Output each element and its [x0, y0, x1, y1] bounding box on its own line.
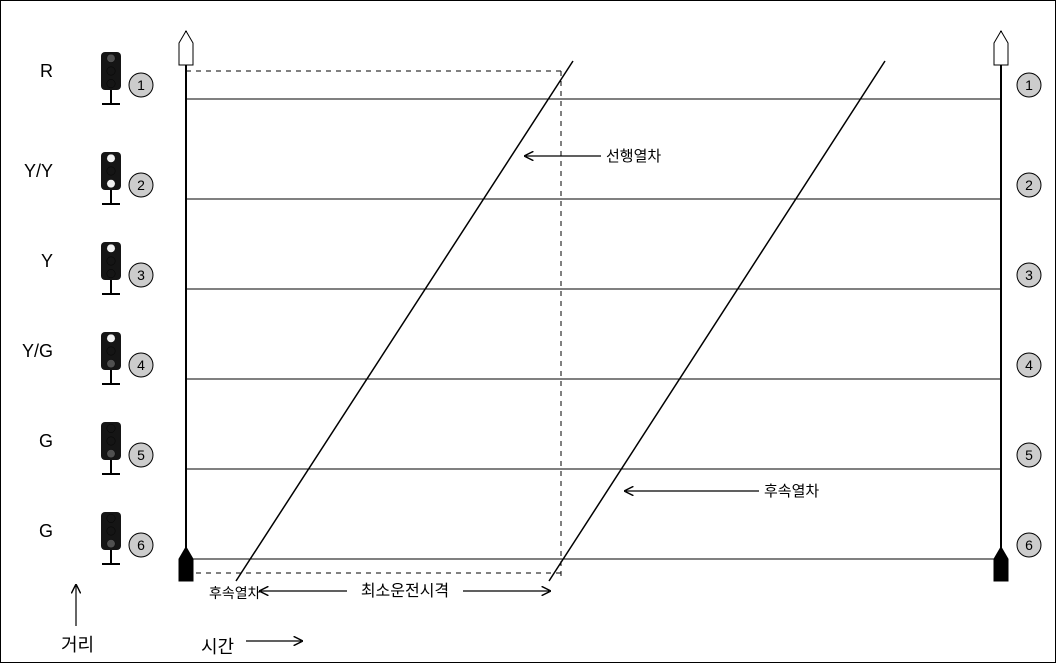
- signal-lamp: [107, 54, 115, 62]
- block-number: 5: [137, 447, 145, 463]
- block-number-right: 3: [1025, 267, 1033, 283]
- signal-lamp: [107, 334, 115, 342]
- leading-train-label: 선행열차: [606, 148, 661, 165]
- signal-lamp: [107, 79, 115, 87]
- bottom-train-label: 후속열차: [209, 583, 261, 603]
- signal-lamp: [107, 67, 115, 75]
- signal-aspect-label: G: [39, 431, 53, 451]
- signal-lamp: [107, 257, 115, 265]
- signal-aspect-label: R: [40, 61, 53, 81]
- signal-lamp: [107, 449, 115, 457]
- signal-lamp: [107, 347, 115, 355]
- train-headway-diagram: 선행열차후속열차최소운전시격R1Y/Y2Y3Y/G4G5G6123456 거리 …: [0, 0, 1056, 663]
- block-number: 2: [137, 177, 145, 193]
- signal-lamp: [107, 167, 115, 175]
- signal-lamp: [107, 179, 115, 187]
- block-number-right: 1: [1025, 77, 1033, 93]
- leading-train-path: [236, 61, 573, 581]
- signal-lamp: [107, 539, 115, 547]
- train-marker: [179, 31, 193, 65]
- block-number-right: 6: [1025, 537, 1033, 553]
- headway-label: 최소운전시격: [361, 582, 449, 600]
- signal-lamp: [107, 244, 115, 252]
- signal-lamp: [107, 437, 115, 445]
- block-number-right: 2: [1025, 177, 1033, 193]
- signal-lamp: [107, 527, 115, 535]
- block-number: 3: [137, 267, 145, 283]
- diagram-svg: 선행열차후속열차최소운전시격R1Y/Y2Y3Y/G4G5G6123456: [1, 1, 1056, 664]
- block-number-right: 5: [1025, 447, 1033, 463]
- following-train-label: 후속열차: [764, 483, 819, 500]
- block-number: 6: [137, 537, 145, 553]
- signal-lamp: [107, 514, 115, 522]
- signal-lamp: [107, 269, 115, 277]
- block-number: 4: [137, 357, 145, 373]
- train-marker: [994, 31, 1008, 65]
- signal-lamp: [107, 424, 115, 432]
- block-number: 1: [137, 77, 145, 93]
- train-marker: [994, 547, 1008, 581]
- signal-lamp: [107, 154, 115, 162]
- block-number-right: 4: [1025, 357, 1033, 373]
- signal-aspect-label: Y/G: [22, 341, 53, 361]
- signal-aspect-label: Y: [41, 251, 53, 271]
- signal-aspect-label: Y/Y: [24, 161, 53, 181]
- signal-lamp: [107, 359, 115, 367]
- train-marker: [179, 547, 193, 581]
- y-axis-label: 거리: [61, 631, 94, 657]
- signal-aspect-label: G: [39, 521, 53, 541]
- x-axis-label: 시간: [201, 633, 234, 659]
- following-train-path: [549, 61, 885, 581]
